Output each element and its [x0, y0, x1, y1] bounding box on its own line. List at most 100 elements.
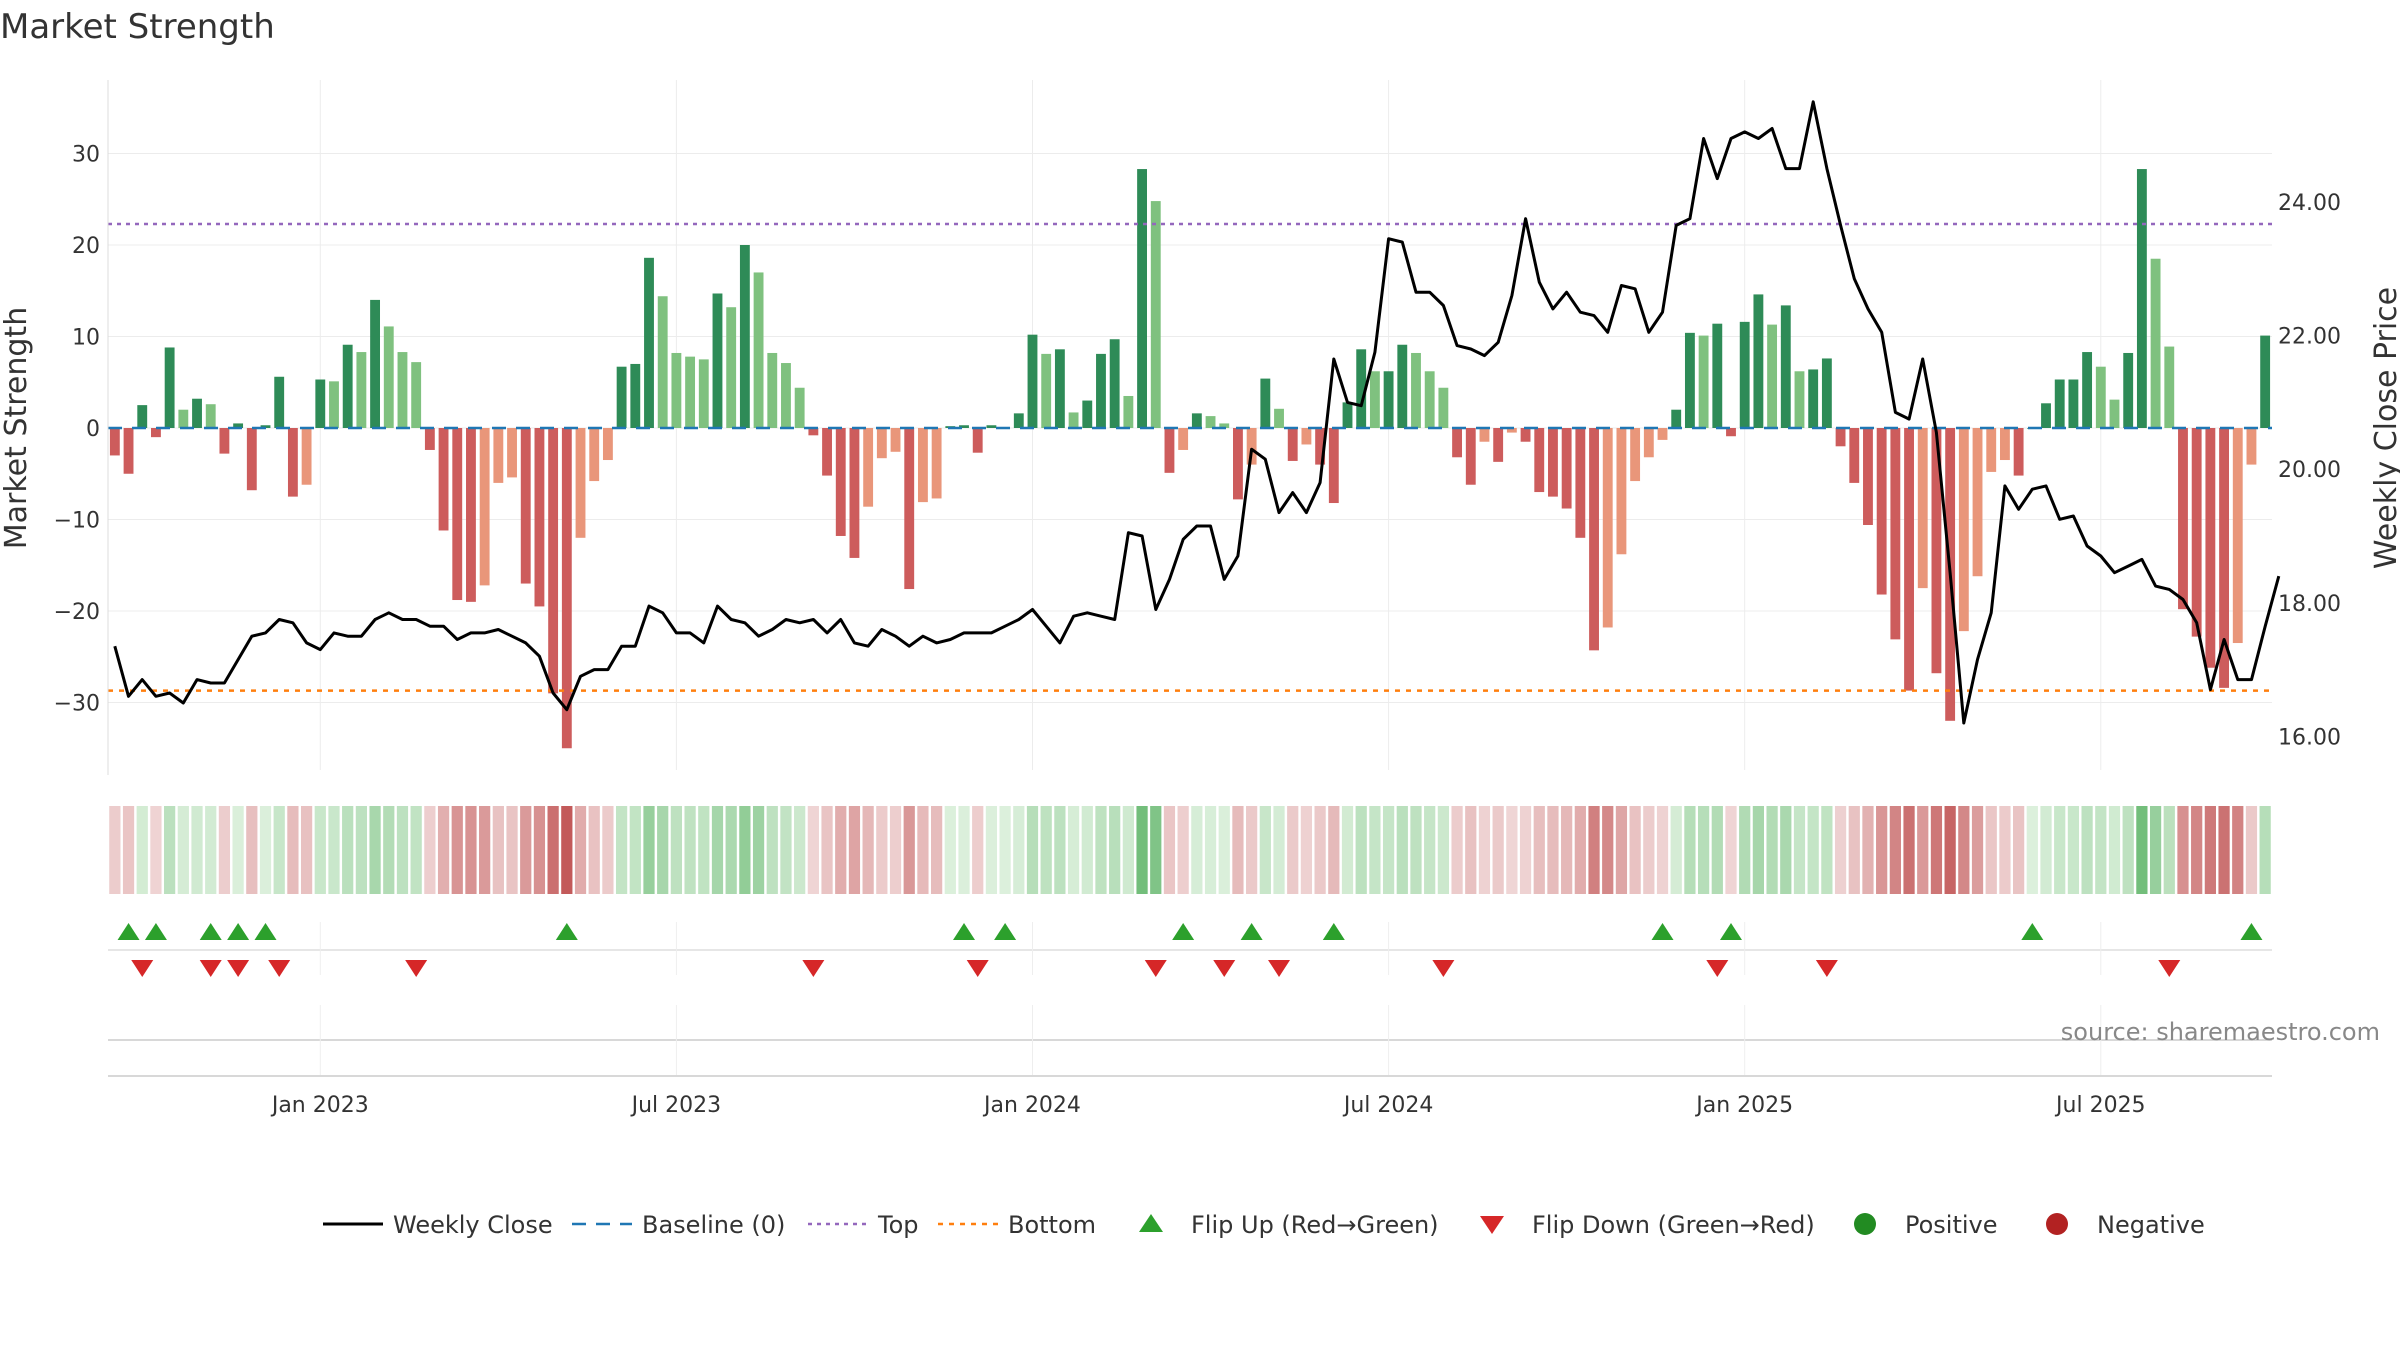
- strength-bar: [917, 428, 928, 503]
- strength-bar: [1342, 402, 1353, 428]
- strip-cell: [396, 806, 409, 894]
- strength-bar: [479, 428, 490, 586]
- flip-up-marker: [1172, 923, 1195, 940]
- strip-cell: [547, 806, 559, 894]
- strip-cell: [643, 806, 655, 894]
- strip-cell: [1561, 806, 1573, 894]
- strength-bar: [1027, 334, 1038, 428]
- strength-bar: [1465, 428, 1476, 485]
- legend-label: Weekly Close: [393, 1211, 553, 1239]
- strip-cell: [588, 806, 600, 894]
- strength-bar: [342, 344, 353, 428]
- strip-cell: [766, 806, 778, 894]
- strip-cell: [1780, 806, 1792, 894]
- strip-cell: [1109, 806, 1121, 894]
- flip-down-marker: [1213, 960, 1236, 977]
- strip-cell: [739, 806, 751, 894]
- strength-bar: [671, 352, 682, 428]
- strip-cell: [1519, 806, 1532, 894]
- flip-up-marker: [144, 923, 167, 940]
- strength-bar: [726, 307, 737, 428]
- strength-bar: [739, 245, 750, 428]
- strength-bar: [548, 428, 559, 694]
- strip-cell: [1095, 806, 1107, 894]
- strength-bar: [507, 428, 517, 478]
- strip-cell: [780, 806, 792, 894]
- strength-bar: [931, 428, 942, 499]
- legend-swatch-flip-up: [1139, 1214, 1163, 1232]
- strip-cell: [958, 806, 970, 894]
- strip-cell: [1766, 806, 1778, 894]
- strength-bar: [2082, 352, 2093, 428]
- y-axis-left: 30 20 10 0 −10 −20 −30: [54, 80, 109, 775]
- strip-cell: [889, 806, 902, 894]
- strip-cell: [1314, 806, 1326, 894]
- strip-cell: [752, 806, 765, 894]
- strip-cell: [424, 806, 436, 894]
- strip-cell: [136, 806, 148, 894]
- strength-bar: [616, 366, 627, 428]
- strip-cell: [848, 806, 861, 894]
- strip-cell: [2054, 806, 2066, 894]
- price-line-group: [113, 100, 2281, 725]
- strength-bar: [602, 428, 613, 461]
- strip-cell: [1958, 806, 1970, 894]
- strength-bar: [1178, 428, 1189, 450]
- strength-bar: [1863, 428, 1873, 525]
- y-axis-label-left: Market Strength: [0, 307, 34, 549]
- strip-cell: [944, 806, 956, 894]
- strength-bar: [589, 428, 600, 482]
- strip-cell: [259, 806, 272, 894]
- strip-cell: [2218, 806, 2230, 894]
- strip-cell: [2245, 806, 2258, 894]
- strip-cell: [1615, 806, 1628, 894]
- strip-cell: [1506, 806, 1518, 894]
- strip-cell: [300, 806, 313, 894]
- strength-bar: [137, 405, 148, 428]
- strength-bar: [2150, 258, 2161, 428]
- legend-label: Flip Down (Green→Red): [1532, 1211, 1815, 1239]
- strength-bar: [2095, 366, 2106, 428]
- flip-down-marker: [966, 960, 989, 977]
- strength-bar: [767, 352, 778, 428]
- strip-cell: [1465, 806, 1477, 894]
- strength-bar: [1109, 339, 1120, 428]
- strength-bar: [808, 428, 819, 436]
- strip-cell: [1396, 806, 1408, 894]
- strength-bar: [164, 347, 175, 428]
- strip-cell: [1834, 806, 1847, 894]
- strip-cell: [1232, 806, 1244, 894]
- strip-cell: [1382, 806, 1395, 894]
- strength-bar: [1082, 400, 1093, 428]
- strength-bar: [178, 409, 189, 428]
- strength-bar: [1958, 428, 1969, 632]
- strip-cell: [1122, 806, 1134, 894]
- strip-cell: [1985, 806, 1997, 894]
- strip-cell: [1697, 806, 1710, 894]
- strength-bar: [1876, 428, 1887, 595]
- flip-down-marker: [1815, 960, 1838, 977]
- strength-bar: [986, 425, 997, 428]
- strength-bar: [2164, 346, 2175, 428]
- strength-bar: [1411, 352, 1421, 428]
- strength-bar: [1479, 428, 1490, 442]
- strip-cell: [1656, 806, 1669, 894]
- strength-bar: [2013, 428, 2024, 476]
- flip-up-marker: [227, 923, 250, 940]
- legend-item-positive: Positive: [1854, 1211, 1998, 1239]
- strip-cell: [1739, 806, 1751, 894]
- y2-tick-label: 22.00: [2278, 325, 2341, 350]
- flip-up-marker: [1651, 923, 1674, 940]
- strength-strip: [109, 806, 2271, 894]
- strength-bar: [863, 428, 874, 507]
- flip-markers: [108, 922, 2272, 977]
- strength-bar: [2041, 403, 2051, 428]
- strip-cell: [561, 806, 573, 894]
- flip-down-marker: [131, 960, 154, 977]
- strip-cell: [342, 806, 354, 894]
- strength-bar: [1260, 378, 1271, 428]
- strength-bar: [1506, 428, 1517, 433]
- flip-up-marker: [1322, 923, 1345, 940]
- strength-bar: [2205, 428, 2216, 668]
